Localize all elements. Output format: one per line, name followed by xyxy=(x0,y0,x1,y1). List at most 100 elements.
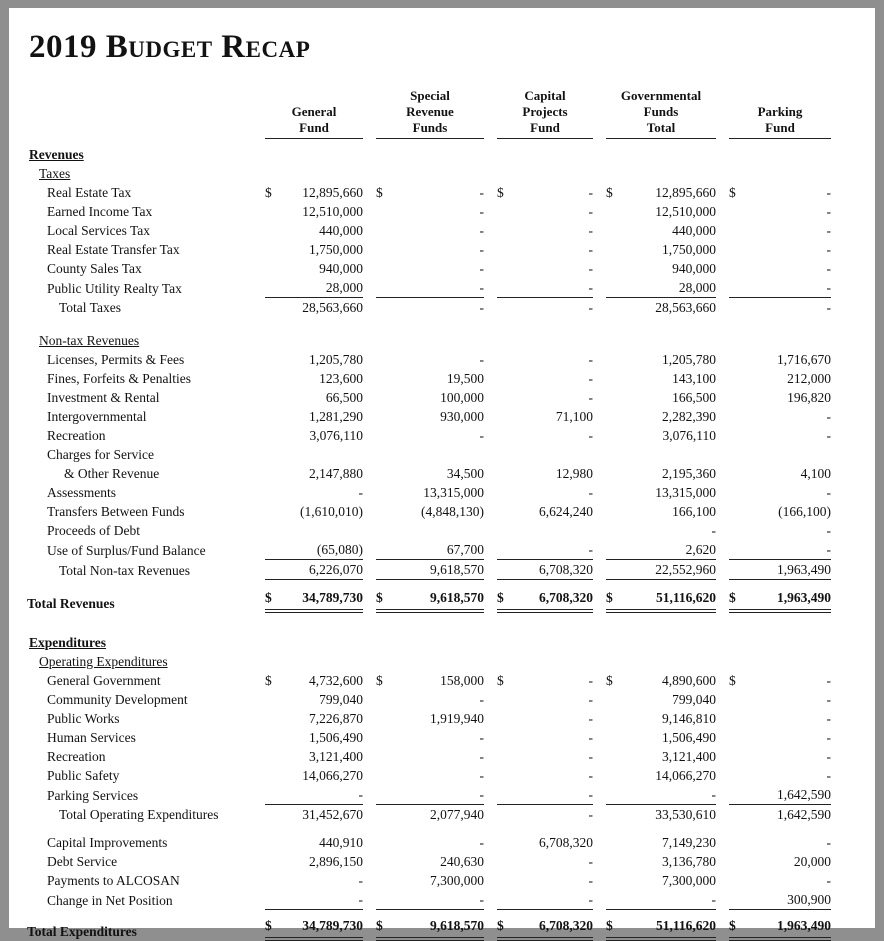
row-label: Recreation xyxy=(47,749,106,764)
cell-special-revenue-funds: 100,000 xyxy=(376,388,484,407)
cell-governmental-funds-total: $4,890,600 xyxy=(606,671,716,690)
cell-parking-fund: 300,900 xyxy=(729,890,831,910)
cell-value: 34,789,730 xyxy=(302,590,363,605)
cell-parking-fund: - xyxy=(729,690,832,709)
row-label: Total Revenues xyxy=(27,596,115,611)
cell-value: 1,963,490 xyxy=(777,918,831,933)
table-row: County Sales Tax 940,000 - - 940,000 - xyxy=(27,259,857,278)
cell-value: 12,510,000 xyxy=(302,204,363,219)
cell-value: 67,700 xyxy=(446,542,484,557)
cell-special-revenue-funds: - xyxy=(376,259,485,278)
row-label: Earned Income Tax xyxy=(47,204,153,219)
cell-value: - xyxy=(826,428,832,443)
cell-value: - xyxy=(479,692,485,707)
row-label: Total Taxes xyxy=(59,300,121,315)
cell-governmental-funds-total: - xyxy=(606,785,716,805)
cell-value: 13,315,000 xyxy=(423,485,484,500)
cell-value: 166,500 xyxy=(672,390,716,405)
cell-governmental-funds-total: 2,620 xyxy=(606,540,716,560)
cell-general-fund: 440,000 xyxy=(265,221,363,240)
cell-value: 1,919,940 xyxy=(430,711,484,726)
cell-special-revenue-funds: $ - xyxy=(376,183,484,202)
cell-special-revenue-funds: 19,500 xyxy=(376,369,484,388)
cell-value: - xyxy=(826,542,832,557)
cell-special-revenue-funds: - xyxy=(376,890,484,910)
cell-governmental-funds-total: 940,000 xyxy=(606,259,716,278)
row-spacer xyxy=(27,317,857,331)
cell-value: - xyxy=(588,787,594,802)
row-label: Real Estate Transfer Tax xyxy=(47,242,180,257)
cell-special-revenue-funds: $158,000 xyxy=(376,671,484,690)
cell-value: - xyxy=(826,409,832,424)
cell-capital-projects-fund xyxy=(497,145,593,164)
cell-special-revenue-funds: 240,630 xyxy=(376,852,484,871)
cell-value: 940,000 xyxy=(319,261,363,276)
cell-capital-projects-fund: - xyxy=(497,240,594,259)
cell-value: 2,896,150 xyxy=(309,854,363,869)
cell-capital-projects-fund: $6,708,320 xyxy=(497,916,593,941)
cell-parking-fund xyxy=(729,331,831,350)
cell-special-revenue-funds xyxy=(376,521,484,540)
cell-value: 158,000 xyxy=(440,673,484,688)
cell-value: - xyxy=(588,542,594,557)
cell-special-revenue-funds: - xyxy=(376,690,485,709)
dollar-sign: $ xyxy=(376,185,383,200)
column-header-special-revenue-funds: Special Revenue Funds xyxy=(376,88,484,139)
cell-value: 6,708,320 xyxy=(539,918,593,933)
cell-capital-projects-fund: - xyxy=(497,202,594,221)
row-label: Transfers Between Funds xyxy=(47,504,185,519)
row-spacer xyxy=(27,824,857,833)
cell-special-revenue-funds: - xyxy=(376,278,484,298)
cell-value: - xyxy=(826,242,832,257)
table-row: Intergovernmental 1,281,290 930,000 71,1… xyxy=(27,407,857,426)
row-label: Charges for Service xyxy=(47,447,154,462)
cell-value: 71,100 xyxy=(555,409,593,424)
cell-capital-projects-fund: 6,708,320 xyxy=(497,833,593,852)
column-header-row: General Fund Special Revenue Funds Capit… xyxy=(27,88,857,139)
cell-value: - xyxy=(826,185,832,200)
cell-value: 66,500 xyxy=(325,390,363,405)
table-row: Use of Surplus/Fund Balance (65,080) 67,… xyxy=(27,540,857,560)
cell-general-fund xyxy=(265,633,363,652)
cell-general-fund: 799,040 xyxy=(265,690,363,709)
cell-capital-projects-fund xyxy=(497,652,593,671)
cell-parking-fund: - xyxy=(729,240,832,259)
cell-parking-fund: 1,716,670 xyxy=(729,350,831,369)
cell-governmental-funds-total: 440,000 xyxy=(606,221,716,240)
document-page: 2019 Budget Recap General Fund Special R… xyxy=(9,8,875,941)
cell-capital-projects-fund xyxy=(497,445,593,464)
cell-value: - xyxy=(588,261,594,276)
cell-general-fund: - xyxy=(265,785,363,805)
cell-parking-fund: - xyxy=(729,833,832,852)
header-line: Projects xyxy=(522,104,568,119)
cell-value: 2,620 xyxy=(685,542,716,557)
cell-value: 4,100 xyxy=(800,466,831,481)
cell-governmental-funds-total xyxy=(606,652,716,671)
cell-general-fund: 940,000 xyxy=(265,259,363,278)
row-label: Community Development xyxy=(47,692,188,707)
header-line: Total xyxy=(646,120,676,135)
cell-parking-fund: - xyxy=(729,747,832,766)
cell-governmental-funds-total: 33,530,610 xyxy=(606,805,716,824)
cell-general-fund xyxy=(265,652,363,671)
cell-special-revenue-funds: - xyxy=(376,833,485,852)
cell-general-fund: $34,789,730 xyxy=(265,588,363,613)
cell-parking-fund: - xyxy=(729,483,832,502)
table-row: Total Expenditures $34,789,730 $9,618,57… xyxy=(27,916,857,941)
cell-special-revenue-funds xyxy=(376,652,484,671)
cell-value: 440,000 xyxy=(672,223,716,238)
cell-special-revenue-funds: - xyxy=(376,221,485,240)
cell-parking-fund: - xyxy=(729,766,832,785)
row-label: Public Works xyxy=(47,711,120,726)
dollar-sign: $ xyxy=(265,185,272,200)
cell-value: - xyxy=(588,807,594,822)
cell-governmental-funds-total: - xyxy=(606,890,716,910)
cell-value: 2,195,360 xyxy=(662,466,716,481)
cell-parking-fund: - xyxy=(729,278,831,298)
cell-capital-projects-fund: 6,624,240 xyxy=(497,502,593,521)
cell-value: (4,848,130) xyxy=(421,504,484,519)
cell-governmental-funds-total: 3,136,780 xyxy=(606,852,716,871)
dollar-sign: $ xyxy=(606,590,613,605)
cell-value: 4,890,600 xyxy=(662,673,716,688)
